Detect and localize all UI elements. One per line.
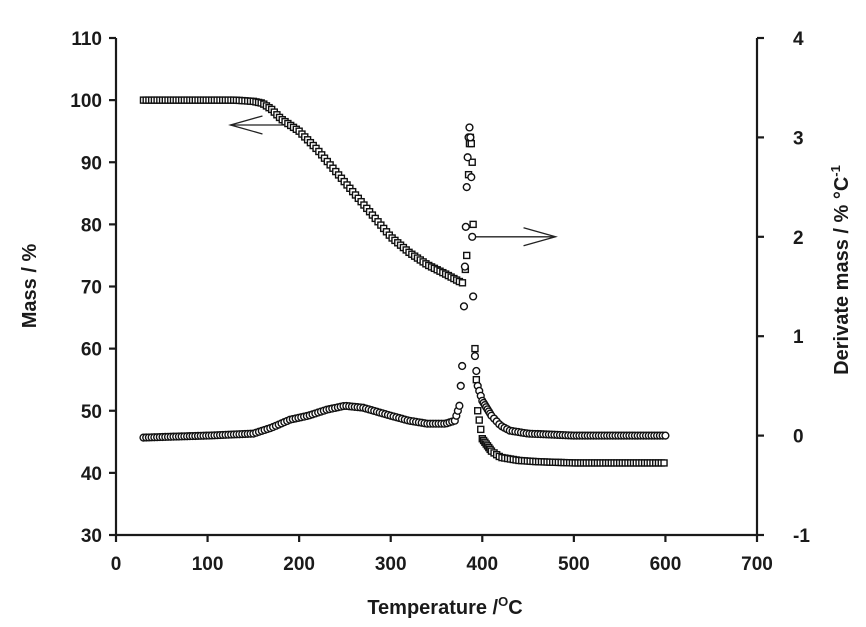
- data-point-circle: [455, 401, 464, 410]
- data-point-square: [475, 416, 483, 424]
- data-point-circle: [458, 361, 467, 371]
- data-point-square: [458, 279, 467, 287]
- data-point-circle: [472, 366, 481, 376]
- data-point-square: [471, 344, 479, 353]
- y-left-tick-label: 60: [81, 340, 102, 361]
- y-left-tick-label: 70: [81, 278, 102, 299]
- y-left-tick-label: 40: [81, 464, 102, 485]
- y-left-tick-label: 30: [81, 526, 102, 547]
- y-right-tick-label: 2: [793, 228, 804, 249]
- y-right-tick-label: -1: [793, 526, 810, 547]
- data-point-square: [660, 459, 668, 467]
- x-tick-label: 400: [466, 554, 498, 575]
- data-point-square: [477, 425, 485, 434]
- data-point-circle: [466, 133, 475, 142]
- data-point-circle: [460, 262, 469, 271]
- y-left-tick-label: 90: [81, 153, 102, 174]
- y-right-tick-label: 3: [793, 128, 804, 149]
- arrow-to-left-axis: [228, 115, 286, 135]
- series-layer: [139, 96, 670, 467]
- y-axis-left-title: Mass / %: [19, 244, 41, 329]
- y-left-tick-label: 110: [71, 29, 102, 50]
- y-right-tick-label: 4: [793, 29, 804, 50]
- arrow-head: [523, 227, 558, 247]
- y-axis-right-title: Derivate mass / % °C-1: [828, 165, 853, 375]
- series-mass: [139, 96, 668, 467]
- x-tick-label: 300: [375, 554, 407, 575]
- arrow-to-right-axis: [475, 227, 558, 247]
- data-point-circle: [470, 351, 480, 361]
- data-point-circle: [463, 153, 472, 162]
- data-point-square: [463, 251, 471, 260]
- y-right-tick-label: 1: [793, 327, 804, 348]
- data-point-square: [474, 407, 482, 415]
- y-left-tick-label: 100: [70, 91, 102, 112]
- axis-ticks: 0 100 200 300 400 500 600 700304050607080901001…: [70, 29, 810, 575]
- data-point-square: [468, 158, 476, 166]
- x-tick-label: 600: [650, 554, 682, 575]
- arrow-head: [228, 115, 263, 135]
- x-axis-title: Temperature /OC: [367, 594, 522, 619]
- annotation-layer: [228, 115, 558, 247]
- data-point-circle: [661, 431, 670, 440]
- data-point-circle: [462, 183, 471, 192]
- data-point-square: [472, 375, 481, 384]
- x-tick-label: 500: [558, 554, 590, 575]
- data-point-circle: [459, 302, 469, 311]
- x-tick-label: 200: [283, 554, 315, 575]
- x-tick-label: 700: [741, 554, 773, 575]
- y-left-tick-label: 50: [81, 402, 102, 423]
- y-right-tick-label: 0: [793, 427, 804, 448]
- x-tick-label: 0: [111, 554, 122, 575]
- data-point-circle: [465, 123, 474, 132]
- data-point-square: [469, 220, 477, 229]
- data-point-square: [467, 139, 475, 148]
- data-point-circle: [469, 292, 478, 301]
- y-left-tick-label: 80: [81, 215, 102, 236]
- series-derivative: [139, 123, 670, 442]
- data-point-circle: [468, 232, 477, 241]
- data-point-circle: [467, 173, 476, 182]
- data-point-circle: [461, 222, 470, 231]
- x-tick-label: 100: [192, 554, 224, 575]
- data-point-circle: [456, 381, 465, 391]
